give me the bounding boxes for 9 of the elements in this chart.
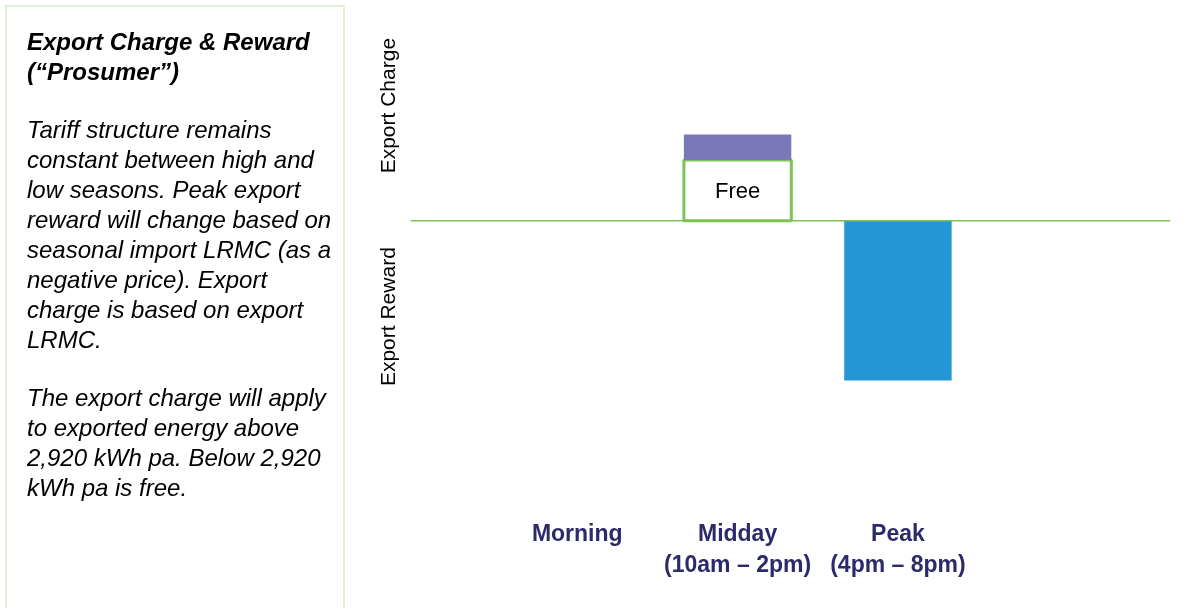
text: Export Charge: [376, 37, 400, 174]
text: Export Reward: [376, 247, 400, 387]
series-label: Free: [714, 177, 761, 203]
x-tick-label: Midday (10am – 2pm): [664, 519, 812, 577]
text: Export Charge & Reward (“Prosumer”): [27, 27, 311, 87]
text: The export charge will apply to exported energy above 2,920 kWh pa. Below 2,920 kWh pa is free.: [27, 383, 328, 503]
text: Tariff structure remains constant between high and low seasons. Peak export reward will change based on seasonal import LRMC (as a negative price). Export charge is based on export LRMC.: [27, 115, 333, 355]
x-tick-label: Morning: [531, 519, 623, 546]
x-tick-label: Peak (4pm – 8pm): [830, 519, 966, 577]
